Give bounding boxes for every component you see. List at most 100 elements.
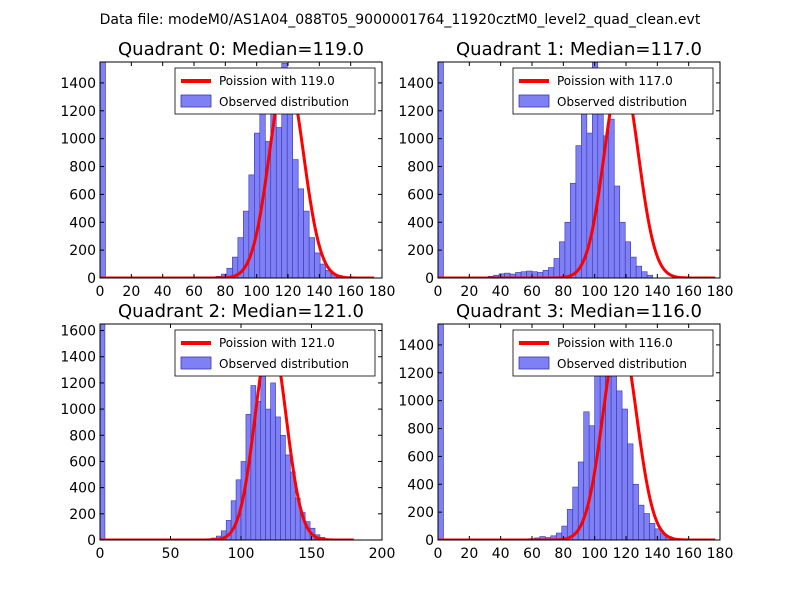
y-tick-label: 200 xyxy=(69,243,96,259)
legend-entry-fit: Poission with 119.0 xyxy=(219,74,335,88)
y-tick-label: 1000 xyxy=(60,402,96,418)
legend-bar-swatch xyxy=(180,356,212,370)
histogram-bar xyxy=(638,504,645,540)
x-tick-label: 20 xyxy=(460,546,478,562)
plot-area xyxy=(438,62,717,278)
legend-entry-observed: Observed distribution xyxy=(219,357,349,371)
legend-box xyxy=(174,329,376,377)
x-tick-label: 160 xyxy=(337,284,364,300)
histogram-bar xyxy=(619,221,626,278)
y-tick-label: 1400 xyxy=(398,338,434,354)
panel-title: Quadrant 0: Median=119.0 xyxy=(118,39,364,60)
x-tick-label: 160 xyxy=(675,546,702,562)
x-tick-label: 180 xyxy=(707,284,734,300)
y-tick-label: 1400 xyxy=(398,76,434,92)
legend: Poission with 116.0 Observed distribution xyxy=(512,329,714,377)
histogram-bar xyxy=(641,271,648,278)
legend: Poission with 119.0 Observed distribution xyxy=(174,67,376,115)
histogram-bar xyxy=(248,174,255,278)
histogram-bar xyxy=(548,267,555,278)
x-tick-label: 80 xyxy=(554,284,572,300)
histogram-bar xyxy=(270,382,276,540)
histogram-bar xyxy=(586,132,593,278)
figure-suptitle: Data file: modeM0/AS1A04_088T05_90000017… xyxy=(100,12,701,28)
y-tick-label: 800 xyxy=(407,160,434,176)
x-tick-label: 0 xyxy=(434,546,443,562)
x-tick-label: 180 xyxy=(369,284,396,300)
subplot-quadrant-3: Quadrant 3: Median=116.00 20 40 60 80 100 120 1… xyxy=(398,301,733,562)
histogram-bar xyxy=(616,390,623,540)
x-tick-label: 200 xyxy=(369,546,396,562)
y-tick-label: 200 xyxy=(407,505,434,521)
histogram-bar xyxy=(553,258,560,278)
y-tick-label: 0 xyxy=(87,271,96,287)
histogram-bar xyxy=(613,185,621,278)
poisson-fit-line xyxy=(100,71,375,278)
x-tick-label: 40 xyxy=(492,546,510,562)
x-tick-label: 60 xyxy=(523,546,541,562)
y-tick-label: 600 xyxy=(69,454,96,470)
axes-frame xyxy=(437,323,721,541)
y-tick-label: 400 xyxy=(69,215,96,231)
x-tick-label: 50 xyxy=(162,546,180,562)
histogram-bar xyxy=(255,400,262,540)
histogram-bar xyxy=(621,408,628,540)
y-tick-label: 1600 xyxy=(60,324,96,340)
histogram-bar xyxy=(308,237,315,278)
histogram-bar xyxy=(643,513,650,540)
histogram-bar xyxy=(285,454,291,540)
axes-frame xyxy=(99,61,383,279)
y-tick-label: 600 xyxy=(69,187,96,203)
histogram-bar xyxy=(599,359,606,540)
histogram-bar xyxy=(649,522,656,540)
x-tick-label: 40 xyxy=(492,284,510,300)
x-tick-label: 60 xyxy=(185,284,203,300)
y-tick-label: 200 xyxy=(69,507,96,523)
y-tick-label: 400 xyxy=(407,215,434,231)
subplot-quadrant-1: Quadrant 1: Median=117.00 20 40 60 80 100 120 1… xyxy=(398,39,733,300)
histogram-bar xyxy=(624,241,632,278)
subplot-grid: Quadrant 0: Median=119.0 0 20 40 60 80 100 120 1… xyxy=(60,39,733,562)
y-tick-label: 0 xyxy=(425,271,434,287)
histogram-bar xyxy=(610,357,617,540)
y-tick-label: 400 xyxy=(407,477,434,493)
poisson-fit-line xyxy=(100,334,355,540)
y-tick-label: 1000 xyxy=(398,132,434,148)
histogram-bar xyxy=(275,127,283,278)
x-tick-label: 0 xyxy=(434,284,443,300)
legend: Poission with 117.0 Observed distribution xyxy=(512,67,714,115)
axes-frame xyxy=(437,61,721,279)
histogram-bar xyxy=(575,145,582,278)
x-tick-label: 20 xyxy=(460,284,478,300)
y-tick-label: 800 xyxy=(69,428,96,444)
y-tick-label: 200 xyxy=(407,243,434,259)
y-tick-label: 1200 xyxy=(398,366,434,382)
legend-bar-swatch xyxy=(180,94,212,108)
x-tick-label: 100 xyxy=(243,284,270,300)
x-tick-label: 0 xyxy=(96,546,105,562)
histogram-bar xyxy=(303,210,310,278)
histogram-bar xyxy=(254,132,261,278)
panel-title: Quadrant 3: Median=116.0 xyxy=(456,301,702,322)
histogram-bar xyxy=(100,324,106,540)
histogram-bar xyxy=(608,118,615,278)
y-tick-label: 600 xyxy=(407,187,434,203)
x-tick-label: 140 xyxy=(644,284,671,300)
x-tick-label: 150 xyxy=(298,546,325,562)
x-tick-label: 120 xyxy=(613,546,640,562)
x-tick-label: 160 xyxy=(675,284,702,300)
histogram-bar xyxy=(319,263,326,278)
legend-entry-fit: Poission with 116.0 xyxy=(557,336,673,350)
legend-entry-fit: Poission with 121.0 xyxy=(219,336,335,350)
histogram-bar xyxy=(630,256,637,278)
plot-area xyxy=(438,324,717,540)
x-tick-label: 100 xyxy=(581,546,608,562)
panel-title: Quadrant 1: Median=117.0 xyxy=(456,39,702,60)
y-tick-label: 0 xyxy=(87,533,96,549)
histogram-bar xyxy=(280,434,286,540)
histogram-bar xyxy=(559,241,566,278)
plot-area xyxy=(100,324,355,540)
histogram-bar xyxy=(265,408,271,540)
y-tick-label: 0 xyxy=(425,533,434,549)
